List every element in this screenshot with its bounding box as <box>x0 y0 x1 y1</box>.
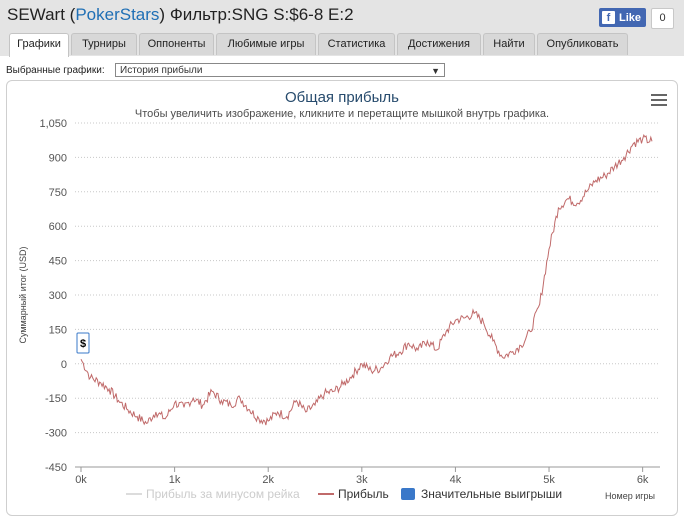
x-tick-label: 4k <box>450 474 462 486</box>
x-tick-label: 0k <box>75 474 87 486</box>
y-tick-label: 300 <box>49 290 67 302</box>
x-tick-label: 2k <box>262 474 274 486</box>
x-tick-label: 6k <box>637 474 649 486</box>
legend-symbol-big-wins <box>401 488 415 500</box>
y-tick-label: 750 <box>49 187 67 199</box>
legend-item-1[interactable]: Прибыль <box>338 487 389 501</box>
x-tick-label: 5k <box>543 474 555 486</box>
y-tick-label: 1,050 <box>39 118 67 130</box>
y-tick-label: 450 <box>49 256 67 268</box>
y-tick-label: -150 <box>45 393 67 405</box>
y-tick-label: 900 <box>49 152 67 164</box>
x-axis-label: Номер игры <box>605 491 655 501</box>
profit-series-line <box>81 135 652 425</box>
x-tick-label: 3k <box>356 474 368 486</box>
x-tick-label: 1k <box>169 474 181 486</box>
y-tick-label: 0 <box>61 359 67 371</box>
big-win-flag-label: $ <box>80 338 86 350</box>
y-tick-label: -300 <box>45 428 67 440</box>
legend-item-0[interactable]: Прибыль за минусом рейка <box>146 487 300 501</box>
y-tick-label: 600 <box>49 221 67 233</box>
legend-item-2[interactable]: Значительные выигрыши <box>421 487 562 501</box>
y-tick-label: 150 <box>49 324 67 336</box>
y-tick-label: -450 <box>45 462 67 474</box>
y-axis-label: Суммарный итог (USD) <box>18 246 28 343</box>
